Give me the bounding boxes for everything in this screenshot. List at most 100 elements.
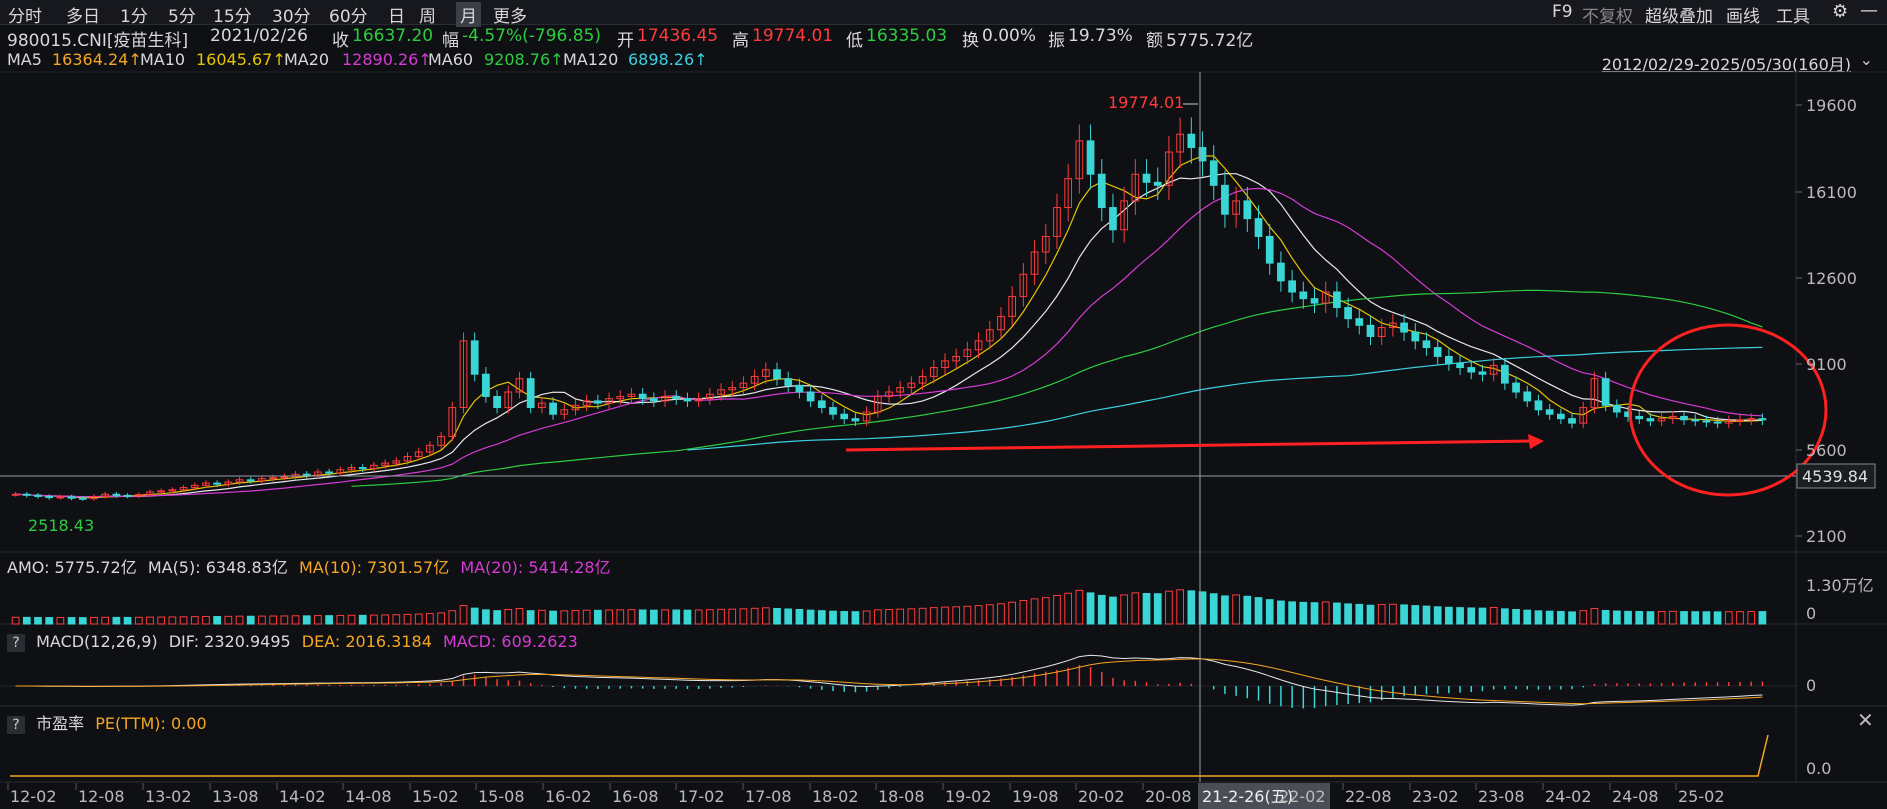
macd-lines [0,654,1796,709]
candle-body [1187,133,1196,149]
ma120-label: MA120 [563,50,619,69]
toolbar-right-2[interactable]: 超级叠加 [1645,7,1713,27]
candle-body [1232,200,1240,215]
candle-body [1545,409,1554,415]
candle-body [1097,173,1106,209]
volume-bar [1198,591,1207,625]
candle-body [224,481,233,485]
toolbar-right-3[interactable]: 画线 [1726,7,1760,27]
date-label: 15-02 [412,787,459,806]
volume-bar [1344,603,1352,625]
period-tab-2[interactable]: 1分 [120,7,148,27]
date-cursor-label: 21-2-26(五) [1202,787,1293,806]
candle-body [1377,327,1386,337]
volume-bar [582,609,591,625]
date-label: 22-08 [1345,787,1392,806]
candle-body [1456,362,1464,369]
date-range-selector[interactable]: 2012/02/29-2025/05/30(160月) [1601,55,1851,74]
volume-bar [571,610,580,625]
volume-bar [1646,611,1655,625]
volume-bar [661,609,669,625]
high-annotation: 19774.01 [1108,93,1184,112]
chevron-down-icon[interactable]: ⌄ [1859,50,1873,69]
date-label: 12-02 [10,787,57,806]
macd-panel-header: ? MACD(12,26,9) DIF: 2320.9495 DEA: 2016… [7,632,578,652]
date-label: 14-02 [279,787,326,806]
help-icon[interactable]: ? [7,634,25,652]
volume-bar [538,609,546,625]
candle-body [1445,355,1453,364]
date-label: 14-08 [345,787,392,806]
period-tab-8[interactable]: 周 [419,7,436,27]
candle-body [661,395,669,402]
candle-body [302,473,311,476]
date-label: 25-02 [1678,787,1725,806]
ma60-label: MA60 [428,50,474,69]
settings-gear-icon[interactable]: ⚙ [1832,1,1849,22]
candle-body [90,495,98,500]
close-icon[interactable]: ✕ [1857,708,1874,732]
volume-bar [157,616,166,625]
candle-body [1668,415,1677,420]
candle-body [1422,340,1431,349]
ma-lines [15,155,1763,499]
toolbar-right-0[interactable]: F9 [1552,2,1573,22]
volume-bar [515,607,524,625]
period-tab-7[interactable]: 日 [388,7,405,27]
period-tab-9[interactable]: 月 [456,2,481,27]
volume-bar [761,607,770,625]
volume-bar [1299,601,1308,625]
volume-bar [1355,603,1364,625]
period-tab-0[interactable]: 分时 [8,7,42,27]
volume-bar [1232,594,1240,625]
volume-bar [1433,606,1442,625]
candle-body [1691,419,1700,422]
volume-bar [302,615,311,625]
period-tab-6[interactable]: 60分 [329,7,368,27]
volume-bar [560,610,569,625]
low-annotation: 2518.43 [28,516,94,535]
date-label: 18-02 [812,787,859,806]
ma120-value: 6898.26↑ [628,50,708,69]
volume-bar [1445,606,1453,625]
volume-bar [1590,607,1599,625]
candle-body [1310,298,1319,304]
toolbar-right-4[interactable]: 工具 [1776,7,1810,27]
help-icon[interactable]: ? [7,716,25,734]
candle-body [34,494,42,497]
period-tab-1[interactable]: 多日 [66,7,100,27]
price-tick: 16100 [1806,183,1857,202]
period-tab-5[interactable]: 30分 [272,7,311,27]
volume-bar [258,615,266,625]
candle-body [190,484,199,489]
candle-body [1041,235,1050,253]
volume-bar [1165,590,1173,625]
price-tick: 19600 [1806,96,1857,115]
toolbar-right-1[interactable]: 不复权 [1582,7,1633,27]
candle-body [885,391,893,397]
pe-title: 市盈率 [36,714,85,733]
candle-body [683,398,692,402]
candle-body [1556,413,1565,420]
candle-body [347,467,356,471]
volume-bar [1321,601,1330,625]
candle-body [806,391,815,402]
volume-bar [829,610,837,625]
volume-bar [1377,604,1386,625]
minimize-icon[interactable]: — [1860,0,1878,21]
period-tab-4[interactable]: 15分 [213,7,252,27]
volume-bar [168,616,177,625]
date-label: 13-02 [145,787,192,806]
period-tab-3[interactable]: 5分 [168,7,196,27]
candle-body [1590,378,1599,409]
candle-body [336,469,345,474]
volume-bar [426,613,434,625]
volume-bar [806,609,815,625]
date-label: 16-08 [612,787,659,806]
trend-arrow-head [1528,434,1544,449]
candle-body [202,482,210,486]
period-tab-10[interactable]: 更多 [493,7,527,27]
candle-body [1053,207,1061,237]
candle-body [1288,280,1296,293]
